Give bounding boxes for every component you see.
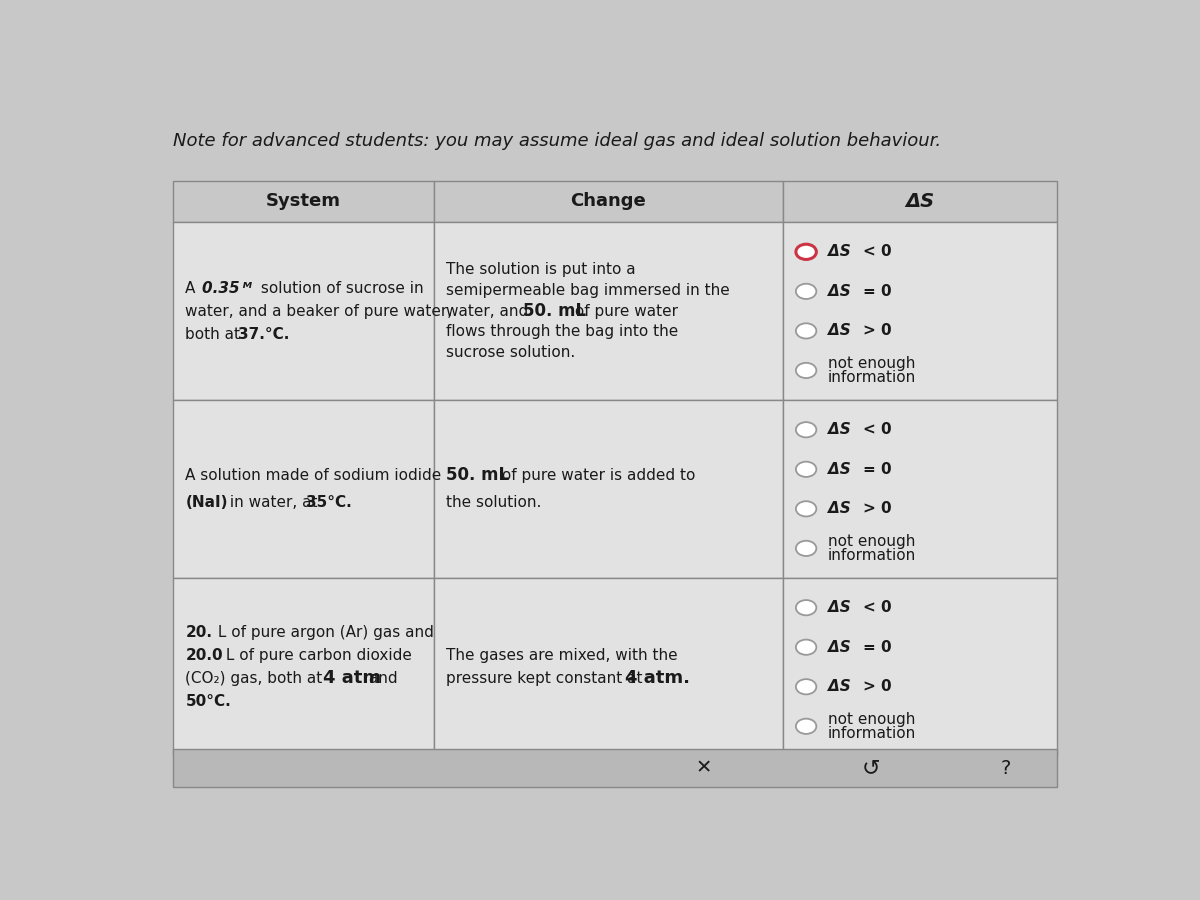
- Circle shape: [796, 284, 816, 299]
- Text: not enough: not enough: [828, 356, 914, 371]
- Bar: [173, 222, 434, 400]
- Text: > 0: > 0: [863, 323, 892, 338]
- Text: sucrose solution.: sucrose solution.: [446, 346, 575, 360]
- Text: water, and: water, and: [446, 303, 533, 319]
- Text: semipermeable bag immersed in the: semipermeable bag immersed in the: [446, 283, 730, 298]
- Text: 4 atm.: 4 atm.: [625, 670, 690, 688]
- Text: ΔS: ΔS: [828, 323, 851, 338]
- Text: (CO₂) gas, both at: (CO₂) gas, both at: [185, 670, 328, 686]
- Text: = 0: = 0: [863, 462, 892, 477]
- Text: ✕: ✕: [695, 759, 712, 778]
- Text: of pure water is added to: of pure water is added to: [497, 468, 696, 482]
- Bar: [173, 749, 1057, 788]
- Circle shape: [796, 363, 816, 378]
- Text: water, and a beaker of pure water,: water, and a beaker of pure water,: [185, 303, 452, 319]
- Text: < 0: < 0: [863, 600, 892, 616]
- Text: System: System: [266, 193, 341, 211]
- Text: both at: both at: [185, 327, 245, 341]
- Text: 4 atm: 4 atm: [323, 670, 382, 688]
- Text: L of pure argon (Ar) gas and: L of pure argon (Ar) gas and: [214, 626, 434, 640]
- Text: 20.0: 20.0: [185, 648, 223, 663]
- Text: ΔS: ΔS: [828, 462, 851, 477]
- Text: ΔS: ΔS: [828, 244, 851, 259]
- Text: of pure water: of pure water: [570, 303, 678, 319]
- Bar: [173, 181, 434, 222]
- Text: Change: Change: [570, 193, 647, 211]
- Circle shape: [796, 680, 816, 695]
- Text: not enough: not enough: [828, 712, 914, 727]
- Text: (NaI): (NaI): [185, 495, 228, 510]
- Bar: [782, 400, 1057, 578]
- Text: Note for advanced students: you may assume ideal gas and ideal solution behaviou: Note for advanced students: you may assu…: [173, 132, 941, 150]
- Text: the solution.: the solution.: [446, 495, 541, 510]
- Text: ΔS: ΔS: [828, 640, 851, 654]
- Text: 0.35 ᴹ: 0.35 ᴹ: [202, 281, 252, 296]
- Text: 37.°C.: 37.°C.: [239, 327, 289, 341]
- Text: < 0: < 0: [863, 244, 892, 259]
- Text: = 0: = 0: [863, 284, 892, 299]
- Text: information: information: [828, 548, 916, 562]
- Circle shape: [796, 422, 816, 437]
- Text: ↺: ↺: [862, 758, 880, 778]
- Text: ΔS: ΔS: [828, 501, 851, 517]
- Bar: [782, 578, 1057, 756]
- Bar: [434, 222, 782, 400]
- Text: 50. mL: 50. mL: [446, 466, 509, 484]
- Bar: [434, 400, 782, 578]
- Text: The solution is put into a: The solution is put into a: [446, 262, 636, 277]
- Text: ΔS: ΔS: [828, 422, 851, 437]
- Circle shape: [796, 719, 816, 733]
- Circle shape: [796, 600, 816, 616]
- Circle shape: [796, 501, 816, 517]
- Text: 50°C.: 50°C.: [185, 694, 232, 709]
- Text: L of pure carbon dioxide: L of pure carbon dioxide: [221, 648, 412, 663]
- Bar: [173, 578, 434, 756]
- Text: A solution made of sodium iodide: A solution made of sodium iodide: [185, 468, 442, 482]
- Text: ΔS: ΔS: [828, 284, 851, 299]
- Circle shape: [796, 462, 816, 477]
- Text: ?: ?: [1001, 759, 1010, 778]
- Circle shape: [796, 640, 816, 655]
- Text: > 0: > 0: [863, 680, 892, 694]
- Text: not enough: not enough: [828, 534, 914, 549]
- Bar: [782, 181, 1057, 222]
- Text: ΔS: ΔS: [905, 192, 935, 211]
- Text: information: information: [828, 370, 916, 385]
- Text: in water, at: in water, at: [226, 495, 323, 510]
- Text: 20.: 20.: [185, 626, 212, 640]
- Text: information: information: [828, 725, 916, 741]
- Circle shape: [796, 541, 816, 556]
- Text: > 0: > 0: [863, 501, 892, 517]
- Bar: [434, 578, 782, 756]
- Text: ΔS: ΔS: [828, 600, 851, 616]
- Text: The gases are mixed, with the: The gases are mixed, with the: [446, 648, 678, 663]
- Text: 35°C.: 35°C.: [306, 495, 352, 510]
- Bar: [173, 400, 434, 578]
- Text: solution of sucrose in: solution of sucrose in: [256, 281, 424, 296]
- Circle shape: [796, 323, 816, 338]
- Text: flows through the bag into the: flows through the bag into the: [446, 324, 678, 339]
- Text: < 0: < 0: [863, 422, 892, 437]
- Text: pressure kept constant at: pressure kept constant at: [446, 670, 647, 686]
- Text: = 0: = 0: [863, 640, 892, 654]
- Text: 50. mL: 50. mL: [523, 302, 587, 320]
- Bar: [434, 181, 782, 222]
- Circle shape: [796, 244, 816, 259]
- Bar: [782, 222, 1057, 400]
- Text: ΔS: ΔS: [828, 680, 851, 694]
- Text: and: and: [364, 670, 397, 686]
- Text: A: A: [185, 281, 200, 296]
